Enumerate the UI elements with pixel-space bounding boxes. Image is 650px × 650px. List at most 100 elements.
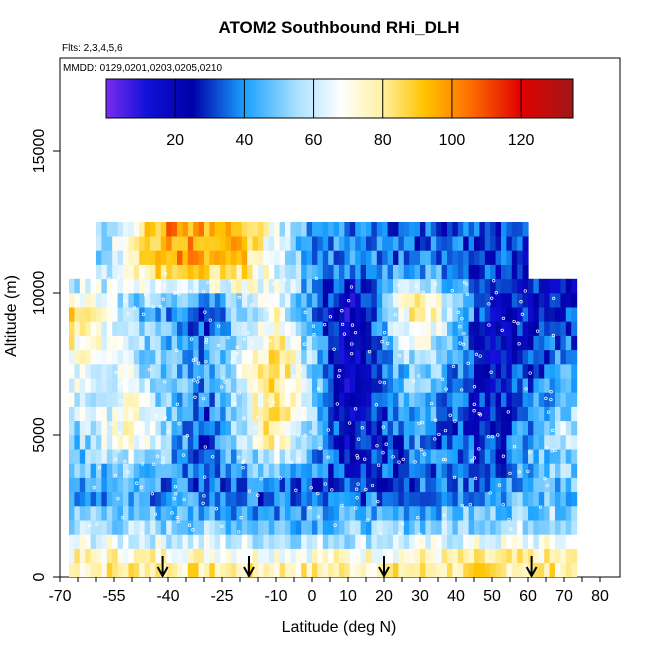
- cloud-marker: [113, 473, 117, 478]
- heatmap-cell: [295, 562, 302, 577]
- heatmap-cell: [420, 278, 426, 294]
- heatmap-cell: [371, 321, 378, 336]
- heatmap-cell: [382, 449, 389, 464]
- heatmap-cell: [106, 392, 113, 407]
- heatmap-cell: [409, 236, 416, 251]
- heatmap-cell: [274, 463, 281, 478]
- heatmap-cell: [501, 335, 507, 351]
- heatmap-cell: [187, 392, 194, 407]
- heatmap-cell: [312, 378, 318, 393]
- heatmap-cell: [301, 449, 308, 464]
- heatmap-cell: [393, 534, 399, 549]
- heatmap-cell: [544, 449, 551, 464]
- cloud-marker: [303, 310, 307, 314]
- heatmap-cell: [209, 534, 216, 549]
- heatmap-cell: [425, 307, 432, 322]
- heatmap-cell: [85, 562, 92, 577]
- heatmap-cell: [349, 534, 356, 549]
- heatmap-cell: [301, 420, 308, 436]
- heatmap-cell: [106, 335, 113, 351]
- heatmap-cell: [430, 491, 437, 507]
- heatmap-cell: [177, 250, 183, 265]
- cloud-marker: [309, 486, 313, 490]
- heatmap-cell: [414, 278, 421, 294]
- cloud-marker: [246, 331, 250, 335]
- heatmap-cell: [517, 364, 524, 379]
- heatmap-cell: [312, 477, 318, 493]
- heatmap-cell: [349, 349, 356, 365]
- heatmap-cell: [285, 534, 291, 549]
- heatmap-cell: [295, 534, 302, 549]
- heatmap-cell: [376, 506, 383, 521]
- heatmap-cell: [533, 378, 540, 393]
- cloud-marker: [347, 421, 352, 425]
- heatmap-cell: [436, 406, 443, 422]
- heatmap-cell: [463, 321, 470, 336]
- heatmap-cell: [339, 548, 345, 564]
- heatmap-cell: [225, 222, 232, 237]
- heatmap-cell: [349, 392, 356, 407]
- heatmap-cell: [376, 364, 383, 379]
- heatmap-cell: [414, 435, 421, 450]
- heatmap-cell: [96, 506, 102, 521]
- heatmap-cell: [484, 349, 491, 365]
- heatmap-cell: [155, 307, 162, 322]
- heatmap-cell: [85, 364, 92, 379]
- cloud-marker: [141, 312, 146, 316]
- heatmap-cell: [295, 435, 302, 450]
- heatmap-cell: [241, 506, 248, 521]
- heatmap-cell: [328, 420, 335, 436]
- heatmap-cell: [544, 491, 551, 507]
- heatmap-cell: [268, 293, 275, 308]
- heatmap-cell: [312, 222, 318, 237]
- heatmap-cell: [317, 520, 324, 535]
- cloud-marker: [460, 388, 464, 392]
- heatmap-cell: [268, 307, 275, 322]
- cloud-marker: [175, 402, 180, 406]
- heatmap-cell: [522, 449, 529, 464]
- heatmap-cell: [474, 506, 480, 521]
- cloud-marker: [441, 457, 446, 462]
- heatmap-cell: [90, 506, 97, 521]
- heatmap-cell: [241, 435, 248, 450]
- heatmap-cell: [90, 435, 97, 450]
- heatmap-cell: [214, 562, 221, 577]
- heatmap-cell: [560, 435, 567, 450]
- heatmap-cell: [241, 349, 248, 365]
- heatmap-cell: [436, 321, 443, 336]
- heatmap-cell: [344, 335, 351, 351]
- heatmap-cell: [517, 548, 524, 564]
- heatmap-cell: [166, 392, 173, 407]
- heatmap-cell: [96, 520, 102, 535]
- heatmap-cell: [90, 321, 97, 336]
- heatmap-cell: [74, 364, 81, 379]
- heatmap-cell: [328, 293, 335, 308]
- heatmap-cell: [506, 520, 513, 535]
- heatmap-cell: [220, 548, 227, 564]
- heatmap-cell: [74, 420, 81, 436]
- heatmap-cell: [382, 520, 389, 535]
- heatmap-cell: [430, 222, 437, 237]
- heatmap-cell: [565, 307, 572, 322]
- heatmap-cell: [306, 307, 313, 322]
- heatmap-cell: [317, 420, 324, 436]
- heatmap-cell: [549, 392, 556, 407]
- heatmap-cell: [430, 321, 437, 336]
- heatmap-cell: [528, 392, 534, 407]
- heatmap-cell: [112, 548, 119, 564]
- heatmap-cell: [171, 435, 178, 450]
- heatmap-cell: [528, 520, 534, 535]
- heatmap-cell: [398, 278, 405, 294]
- heatmap-cell: [344, 222, 351, 237]
- heatmap-cell: [366, 506, 372, 521]
- heatmap-cell: [436, 278, 443, 294]
- heatmap-cell: [236, 534, 243, 549]
- heatmap-cell: [398, 293, 405, 308]
- heatmap-cell: [214, 378, 221, 393]
- heatmap-cell: [322, 420, 329, 436]
- heatmap-cell: [393, 236, 399, 251]
- heatmap-cell: [247, 449, 254, 464]
- cloud-marker: [458, 341, 462, 345]
- heatmap-cell: [549, 420, 556, 436]
- heatmap-cell: [479, 378, 486, 393]
